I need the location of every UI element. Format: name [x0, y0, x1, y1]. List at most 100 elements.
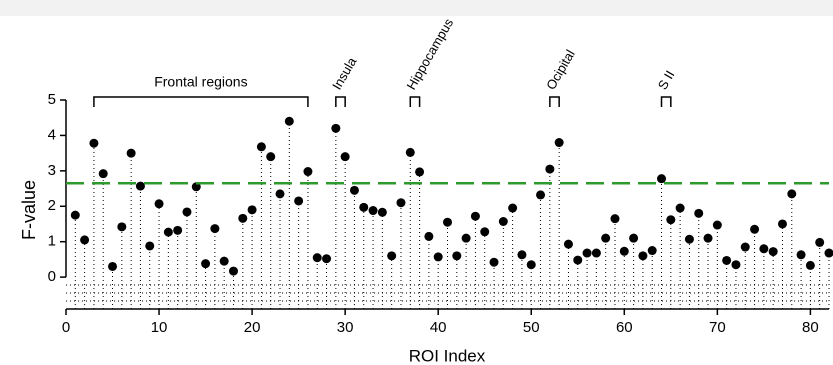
point: [684, 234, 694, 244]
point: [284, 116, 294, 126]
point: [740, 242, 750, 252]
point: [387, 251, 397, 261]
point: [619, 246, 629, 256]
point: [489, 257, 499, 267]
y-tick-label: 0: [48, 268, 56, 285]
point: [312, 253, 322, 263]
point: [461, 233, 471, 243]
point: [526, 260, 536, 270]
point: [173, 225, 183, 235]
point: [210, 224, 220, 234]
point: [182, 207, 192, 217]
point: [545, 164, 555, 174]
point: [89, 138, 99, 148]
point: [98, 169, 108, 179]
x-tick-label: 20: [244, 319, 261, 336]
point: [108, 261, 118, 271]
y-tick-label: 4: [48, 126, 56, 143]
point: [591, 248, 601, 258]
point: [331, 123, 341, 133]
point: [563, 239, 573, 249]
point: [554, 138, 564, 148]
point: [377, 207, 387, 217]
region-bracket: [409, 96, 421, 107]
point: [238, 213, 248, 223]
point: [415, 167, 425, 177]
point: [340, 152, 350, 162]
point: [135, 181, 145, 191]
point: [70, 210, 80, 220]
point: [433, 252, 443, 262]
point: [777, 219, 787, 229]
point: [498, 217, 508, 227]
point: [582, 248, 592, 258]
point: [145, 241, 155, 251]
region-label: Hippocampus: [404, 15, 457, 92]
point: [480, 227, 490, 237]
region-bracket: [335, 96, 346, 107]
point: [768, 247, 778, 257]
top-band: [0, 0, 833, 16]
point: [787, 189, 797, 199]
x-tick-label: 80: [802, 319, 819, 336]
point: [517, 250, 527, 260]
point: [396, 198, 406, 208]
y-tick-label: 2: [48, 197, 56, 214]
x-tick-label: 30: [337, 319, 354, 336]
region-label: Ocipital: [543, 47, 578, 92]
point: [275, 189, 285, 199]
y-axis-label: F-value: [19, 180, 39, 240]
point: [536, 190, 546, 200]
point: [405, 147, 415, 157]
point: [219, 256, 229, 266]
point: [731, 260, 741, 270]
x-tick-label: 70: [709, 319, 726, 336]
point: [256, 142, 266, 152]
point: [470, 211, 480, 221]
point: [601, 233, 611, 243]
point: [722, 255, 732, 265]
point: [368, 206, 378, 216]
point: [424, 231, 434, 241]
point: [629, 233, 639, 243]
point: [303, 167, 313, 177]
point: [266, 152, 276, 162]
point: [750, 224, 760, 234]
point: [228, 266, 238, 276]
point: [117, 222, 127, 232]
point: [247, 205, 257, 215]
point: [126, 148, 136, 158]
point: [359, 202, 369, 212]
point: [163, 227, 173, 237]
point: [452, 251, 462, 261]
point: [759, 244, 769, 254]
point: [508, 203, 518, 213]
x-tick-label: 40: [430, 319, 447, 336]
point: [712, 220, 722, 230]
region-label: S II: [655, 68, 678, 92]
region-bracket: [549, 96, 560, 107]
point: [154, 199, 164, 209]
x-tick-label: 60: [616, 319, 633, 336]
y-tick-label: 3: [48, 162, 56, 179]
point: [675, 203, 685, 213]
y-tick-label: 5: [48, 91, 56, 108]
region-label: Insula: [329, 54, 360, 92]
x-tick-label: 50: [523, 319, 540, 336]
region-label: Frontal regions: [154, 74, 247, 90]
point: [191, 182, 201, 192]
point: [694, 208, 704, 218]
point: [443, 217, 452, 227]
point: [657, 174, 667, 184]
point: [201, 259, 211, 269]
x-tick-label: 10: [151, 319, 168, 336]
point: [294, 196, 304, 206]
region-bracket: [93, 96, 309, 107]
point: [703, 233, 713, 243]
x-axis-label: ROI Index: [409, 346, 486, 365]
point: [824, 248, 833, 258]
point: [638, 251, 648, 261]
point: [322, 254, 332, 264]
y-tick-label: 1: [48, 233, 56, 250]
